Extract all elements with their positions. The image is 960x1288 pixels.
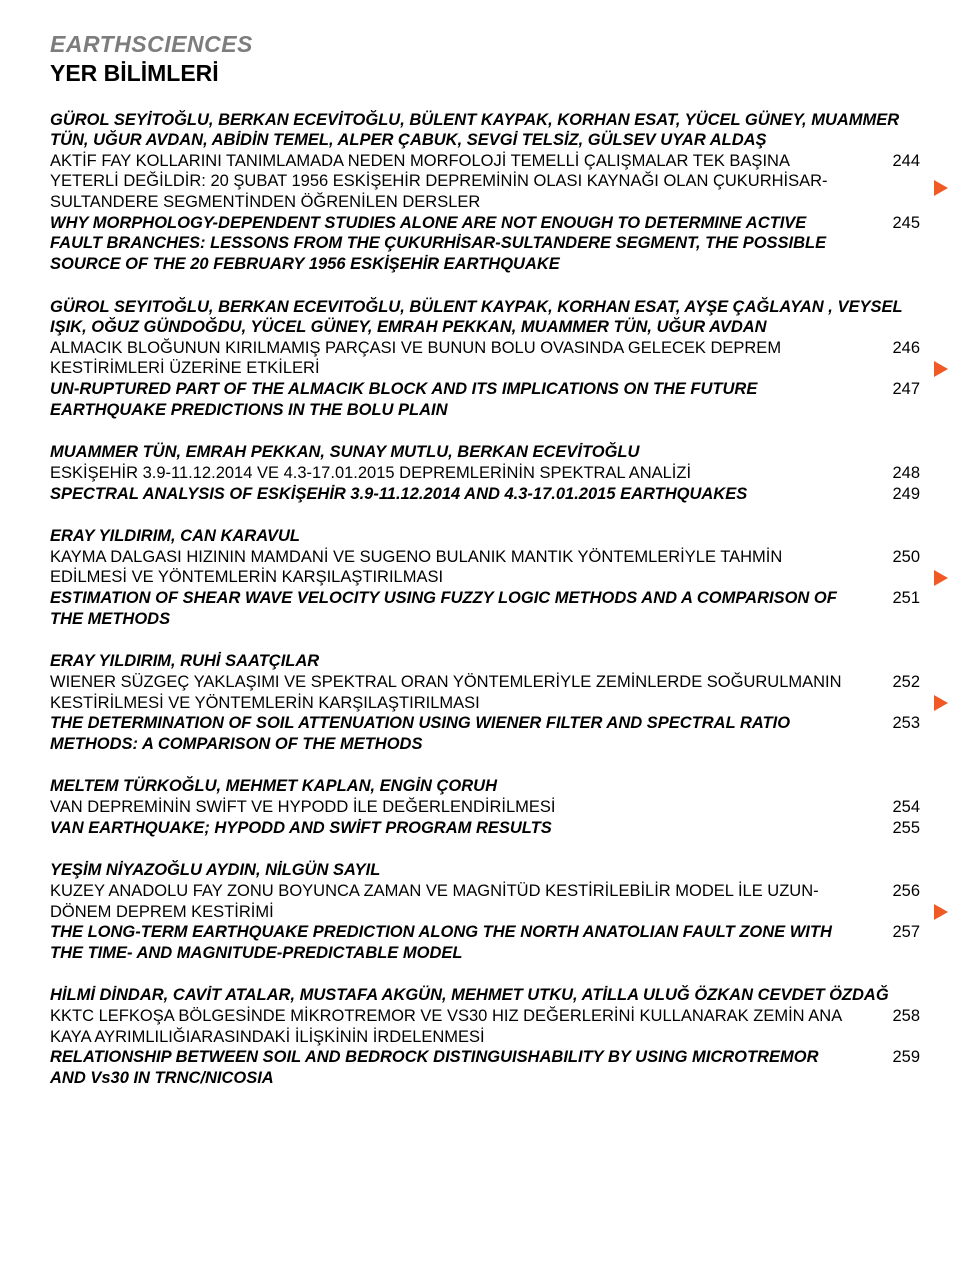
entry-page-tr: 246: [870, 338, 920, 359]
entry-page-tr: 244: [870, 151, 920, 172]
entry-title-tr: KUZEY ANADOLU FAY ZONU BOYUNCA ZAMAN VE …: [50, 881, 870, 922]
entry-page-tr: 258: [870, 1006, 920, 1027]
entry-page-tr: 256: [870, 881, 920, 902]
entry-page-tr: 254: [870, 797, 920, 818]
entry-title-en: ESTIMATION OF SHEAR WAVE VELOCITY USING …: [50, 588, 870, 629]
entry-authors: GÜROL SEYİTOĞLU, BERKAN ECEVİTOĞLU, BÜLE…: [50, 110, 920, 151]
entry-authors: YEŞİM NİYAZOĞLU AYDIN, NİLGÜN SAYIL: [50, 860, 920, 881]
entry-authors: HİLMİ DİNDAR, CAVİT ATALAR, MUSTAFA AKGÜ…: [50, 985, 920, 1006]
toc-entry: ERAY YILDIRIM, RUHİ SAATÇILAR WIENER SÜZ…: [50, 651, 920, 754]
entry-page-en: 249: [870, 484, 920, 505]
entry-page-tr: 248: [870, 463, 920, 484]
entry-title-en: THE LONG-TERM EARTHQUAKE PREDICTION ALON…: [50, 922, 870, 963]
toc-entry: ERAY YILDIRIM, CAN KARAVUL KAYMA DALGASI…: [50, 526, 920, 629]
toc-entry: HİLMİ DİNDAR, CAVİT ATALAR, MUSTAFA AKGÜ…: [50, 985, 920, 1088]
entry-page-en: 253: [870, 713, 920, 734]
entry-title-en: RELATIONSHIP BETWEEN SOIL AND BEDROCK DI…: [50, 1047, 870, 1088]
triangle-icon: [934, 570, 948, 586]
entry-page-en: 251: [870, 588, 920, 609]
section-heading-tr: YER BİLİMLERİ: [50, 59, 920, 88]
triangle-icon: [934, 180, 948, 196]
entry-page-en: 259: [870, 1047, 920, 1068]
entry-title-en: VAN EARTHQUAKE; HYPODD AND SWİFT PROGRAM…: [50, 818, 870, 839]
entry-title-tr: KKTC LEFKOŞA BÖLGESİNDE MİKROTREMOR VE V…: [50, 1006, 870, 1047]
entry-page-tr: 252: [870, 672, 920, 693]
entry-title-tr: ESKİŞEHİR 3.9-11.12.2014 VE 4.3-17.01.20…: [50, 463, 870, 484]
entry-authors: MUAMMER TÜN, EMRAH PEKKAN, SUNAY MUTLU, …: [50, 442, 920, 463]
toc-entry: MELTEM TÜRKOĞLU, MEHMET KAPLAN, ENGİN ÇO…: [50, 776, 920, 838]
entry-page-en: 257: [870, 922, 920, 943]
entry-page-en: 255: [870, 818, 920, 839]
toc-entries: GÜROL SEYİTOĞLU, BERKAN ECEVİTOĞLU, BÜLE…: [50, 110, 920, 1089]
toc-entry: MUAMMER TÜN, EMRAH PEKKAN, SUNAY MUTLU, …: [50, 442, 920, 504]
entry-authors: ERAY YILDIRIM, CAN KARAVUL: [50, 526, 920, 547]
entry-authors: MELTEM TÜRKOĞLU, MEHMET KAPLAN, ENGİN ÇO…: [50, 776, 920, 797]
entry-authors: GÜROL SEYITOĞLU, BERKAN ECEVITOĞLU, BÜLE…: [50, 297, 920, 338]
entry-title-en: THE DETERMINATION OF SOIL ATTENUATION US…: [50, 713, 870, 754]
entry-title-tr: AKTİF FAY KOLLARINI TANIMLAMADA NEDEN MO…: [50, 151, 870, 213]
entry-authors: ERAY YILDIRIM, RUHİ SAATÇILAR: [50, 651, 920, 672]
triangle-icon: [934, 904, 948, 920]
triangle-icon: [934, 361, 948, 377]
toc-entry: GÜROL SEYİTOĞLU, BERKAN ECEVİTOĞLU, BÜLE…: [50, 110, 920, 275]
entry-title-tr: ALMACIK BLOĞUNUN KIRILMAMIŞ PARÇASI VE B…: [50, 338, 870, 379]
entry-title-en: WHY MORPHOLOGY-DEPENDENT STUDIES ALONE A…: [50, 213, 870, 275]
entry-title-tr: WIENER SÜZGEÇ YAKLAŞIMI VE SPEKTRAL ORAN…: [50, 672, 870, 713]
toc-entry: GÜROL SEYITOĞLU, BERKAN ECEVITOĞLU, BÜLE…: [50, 297, 920, 421]
entry-title-en: SPECTRAL ANALYSIS OF ESKİŞEHİR 3.9-11.12…: [50, 484, 870, 505]
entry-title-tr: KAYMA DALGASI HIZININ MAMDANİ VE SUGENO …: [50, 547, 870, 588]
entry-page-tr: 250: [870, 547, 920, 568]
toc-entry: YEŞİM NİYAZOĞLU AYDIN, NİLGÜN SAYIL KUZE…: [50, 860, 920, 963]
entry-title-en: UN-RUPTURED PART OF THE ALMACIK BLOCK AN…: [50, 379, 870, 420]
section-heading-en: EARTHSCIENCES: [50, 30, 920, 59]
entry-title-tr: VAN DEPREMİNİN SWİFT VE HYPODD İLE DEĞER…: [50, 797, 870, 818]
entry-page-en: 245: [870, 213, 920, 234]
triangle-icon: [934, 695, 948, 711]
entry-page-en: 247: [870, 379, 920, 400]
